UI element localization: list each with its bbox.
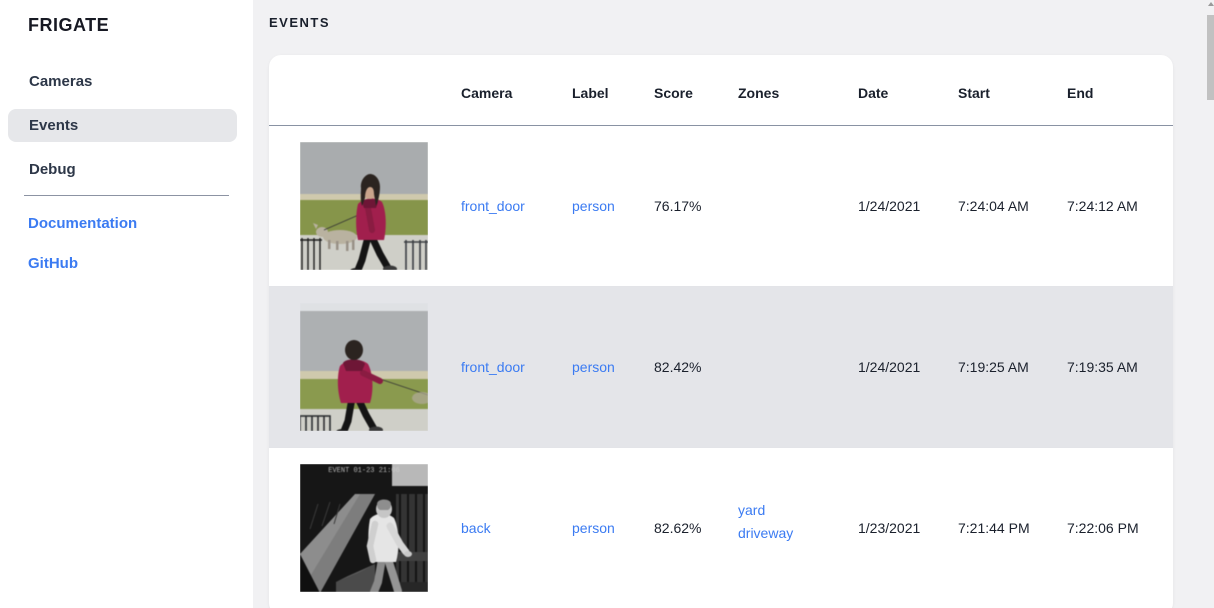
svg-text:EVENT 01-23 21:06: EVENT 01-23 21:06	[328, 467, 399, 475]
